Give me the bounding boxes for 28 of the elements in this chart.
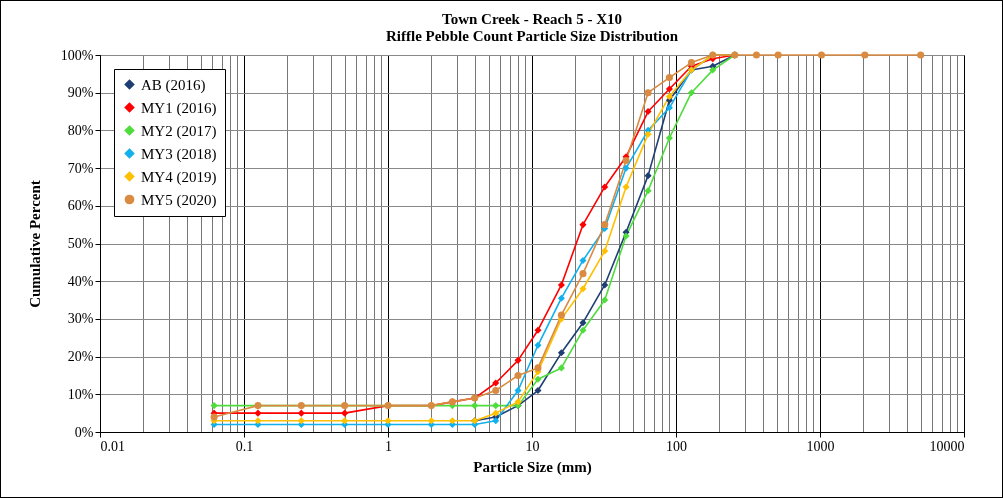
y-axis-title: Cumulative Percent bbox=[26, 180, 43, 308]
x-tick-label: 0.1 bbox=[235, 438, 254, 454]
legend-label: MY5 (2020) bbox=[141, 191, 217, 209]
x-tick-label: 10 bbox=[525, 438, 540, 454]
y-tick-label: 10% bbox=[67, 386, 94, 402]
y-tick-label: 80% bbox=[67, 122, 94, 138]
x-axis-title: Particle Size (mm) bbox=[473, 458, 592, 476]
legend-label: AB (2016) bbox=[141, 76, 206, 94]
x-tick-label: 10000 bbox=[929, 438, 965, 454]
x-tick-label: 1 bbox=[385, 438, 392, 454]
legend-label: MY4 (2019) bbox=[141, 168, 217, 186]
x-tick-label: 0.01 bbox=[100, 438, 125, 454]
legend-label: MY2 (2017) bbox=[141, 122, 217, 140]
chart-title: Town Creek - Reach 5 - X10 bbox=[442, 11, 622, 27]
legend-label: MY3 (2018) bbox=[141, 145, 217, 163]
y-tick-label: 90% bbox=[67, 85, 94, 101]
y-tick-label: 70% bbox=[67, 160, 94, 176]
x-tick-label: 1000 bbox=[806, 438, 835, 454]
x-tick-label: 100 bbox=[666, 438, 687, 454]
y-tick-label: 50% bbox=[67, 236, 94, 251]
legend-label: MY1 (2016) bbox=[141, 99, 217, 117]
y-tick-label: 20% bbox=[67, 349, 94, 365]
chart-subtitle: Riffle Pebble Count Particle Size Distribution bbox=[385, 28, 679, 44]
y-tick-label: 40% bbox=[67, 273, 94, 289]
y-tick-label: 60% bbox=[67, 198, 94, 214]
y-tick-label: 30% bbox=[67, 311, 94, 327]
y-tick-label: 100% bbox=[60, 47, 94, 63]
y-tick-label: 0% bbox=[74, 424, 94, 440]
